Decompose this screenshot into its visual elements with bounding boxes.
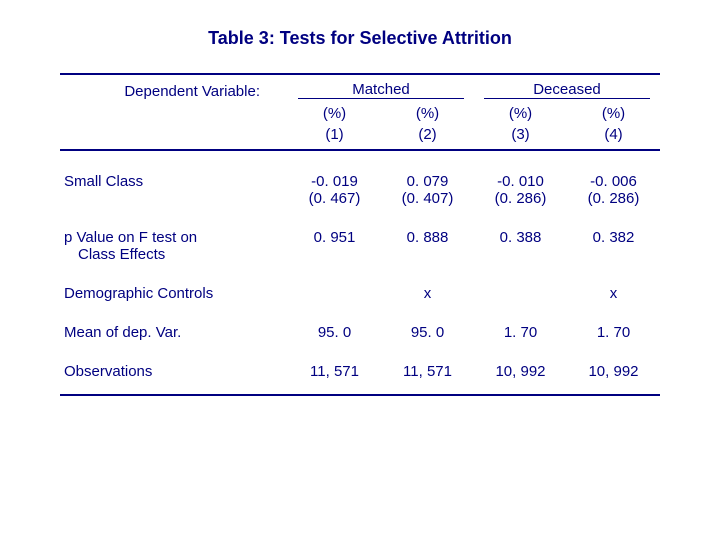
demog-3 [474,263,567,302]
row-pval-label-1: p Value on F test on [60,207,288,246]
table-title: Table 3: Tests for Selective Attrition [60,28,660,49]
obs-3: 10, 992 [474,341,567,395]
col-pct-3: (%) [474,101,567,124]
obs-2: 11, 571 [381,341,474,395]
group-deceased: Deceased [474,75,660,101]
group-matched: Matched [288,75,474,101]
pval-3: 0. 388 [474,207,567,246]
col-num-3: (3) [474,124,567,150]
col-num-2: (2) [381,124,474,150]
pval-2: 0. 888 [381,207,474,246]
mean-4: 1. 70 [567,302,660,341]
row-pval-label-2: Class Effects [60,246,288,263]
small-class-2-coef: 0. 079 [381,150,474,190]
obs-1: 11, 571 [288,341,381,395]
mean-3: 1. 70 [474,302,567,341]
pval-1: 0. 951 [288,207,381,246]
col-pct-1: (%) [288,101,381,124]
demog-1 [288,263,381,302]
row-demog-label: Demographic Controls [60,263,288,302]
pval-4: 0. 382 [567,207,660,246]
small-class-1-se: (0. 467) [288,190,381,207]
demog-4: x [567,263,660,302]
small-class-2-se: (0. 407) [381,190,474,207]
small-class-4-se: (0. 286) [567,190,660,207]
obs-4: 10, 992 [567,341,660,395]
mean-1: 95. 0 [288,302,381,341]
mean-2: 95. 0 [381,302,474,341]
small-class-3-coef: -0. 010 [474,150,567,190]
col-pct-4: (%) [567,101,660,124]
col-pct-2: (%) [381,101,474,124]
row-mean-label: Mean of dep. Var. [60,302,288,341]
row-obs-label: Observations [60,341,288,395]
small-class-4-coef: -0. 006 [567,150,660,190]
demog-2: x [381,263,474,302]
attrition-table: Dependent Variable: Matched Deceased (%)… [60,73,660,396]
col-num-4: (4) [567,124,660,150]
col-num-1: (1) [288,124,381,150]
small-class-1-coef: -0. 019 [288,150,381,190]
small-class-3-se: (0. 286) [474,190,567,207]
row-small-class-label: Small Class [60,150,288,190]
dependent-variable-label: Dependent Variable: [60,75,288,101]
